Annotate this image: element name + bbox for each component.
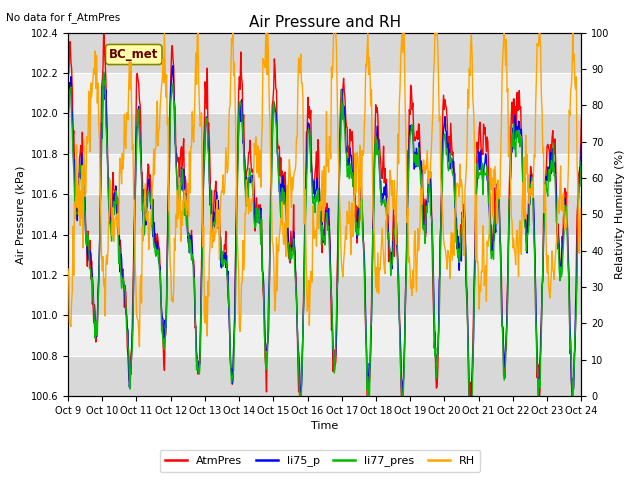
X-axis label: Time: Time <box>311 421 339 432</box>
Y-axis label: Air Pressure (kPa): Air Pressure (kPa) <box>15 165 25 264</box>
Y-axis label: Relativity Humidity (%): Relativity Humidity (%) <box>615 150 625 279</box>
Bar <box>68 33 581 73</box>
Bar <box>68 356 581 396</box>
Title: Air Pressure and RH: Air Pressure and RH <box>248 15 401 30</box>
Bar <box>68 235 581 275</box>
Bar <box>68 113 581 154</box>
Bar <box>68 275 581 315</box>
Bar <box>68 194 581 235</box>
Bar <box>68 154 581 194</box>
Legend: AtmPres, li75_p, li77_pres, RH: AtmPres, li75_p, li77_pres, RH <box>159 450 481 472</box>
Text: No data for f_AtmPres: No data for f_AtmPres <box>6 12 121 23</box>
Bar <box>68 315 581 356</box>
Bar <box>68 73 581 113</box>
Text: BC_met: BC_met <box>109 48 159 61</box>
